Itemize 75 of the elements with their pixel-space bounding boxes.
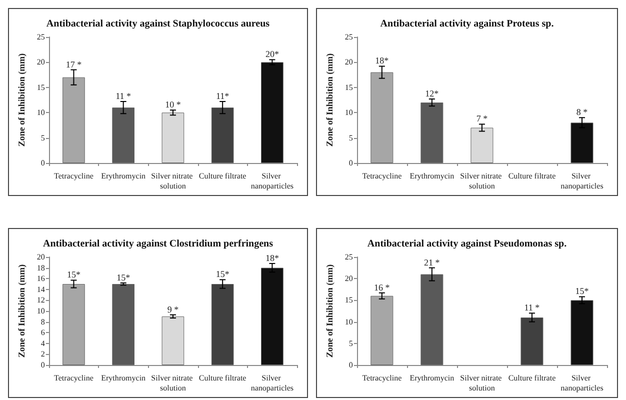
y-tick-label: 20 xyxy=(344,58,353,67)
x-tick-label: Erythromycin xyxy=(101,374,146,382)
x-tick-label: Silver nitrate solution xyxy=(460,374,504,392)
y-tick-label: 15 xyxy=(344,82,353,92)
x-tick-label: Tetracycline xyxy=(54,374,94,382)
x-tick-label: Culture filtrate xyxy=(198,172,247,180)
data-label: 17 * xyxy=(66,59,82,70)
x-tick-label: Silver nitrate solution xyxy=(151,172,195,190)
data-label: 10 * xyxy=(165,100,182,110)
data-label: 16 * xyxy=(374,282,390,292)
data-label: 8 * xyxy=(576,107,588,118)
y-axis-title: Zone of Inhibition (mm) xyxy=(16,53,26,147)
y-tick-label: 18 xyxy=(36,263,45,272)
x-tick-label: Culture filtrate xyxy=(508,172,556,180)
y-tick-label: 25 xyxy=(344,252,353,262)
chart-title: Antibacterial activity against Proteus sp. xyxy=(380,18,554,30)
y-tick-label: 8 xyxy=(40,317,45,326)
x-tick-label: Tetracycline xyxy=(362,172,402,180)
chart-title: Antibacterial activity against Staphylococcus aureus xyxy=(46,18,270,30)
y-tick-label: 15 xyxy=(36,82,45,92)
data-label: 15* xyxy=(116,272,131,282)
x-tick-label: Erythromycin xyxy=(410,172,454,180)
y-axis-title: Zone of Inhibition (mm) xyxy=(324,264,334,358)
chart-title: Antibacterial activity against Pseudomonas sp. xyxy=(367,238,568,250)
x-tick-label: Culture filtrate xyxy=(198,374,247,382)
y-tick-label: 2 xyxy=(40,350,45,359)
data-label: 12* xyxy=(425,88,440,98)
y-tick-label: 5 xyxy=(348,338,353,348)
x-tick-label: Silver nanoparticles xyxy=(250,374,294,392)
y-tick-label: 5 xyxy=(40,133,45,142)
chart-title: Antibacterial activity against Clostridium perfringens xyxy=(43,238,274,250)
y-tick-label: 15 xyxy=(344,296,353,305)
data-label: 7 * xyxy=(476,114,488,124)
y-tick-label: 12 xyxy=(36,296,45,305)
x-tick-label: Erythromycin xyxy=(410,374,454,382)
data-label: 9 * xyxy=(167,304,180,314)
x-tick-label: Silver nanoparticles xyxy=(560,374,604,392)
y-tick-label: 6 xyxy=(40,328,45,338)
x-tick-label: Silver nanoparticles xyxy=(250,172,294,190)
y-tick-label: 20 xyxy=(344,274,353,284)
y-tick-label: 10 xyxy=(36,306,45,316)
data-label: 11 * xyxy=(524,302,540,313)
data-label: 11 * xyxy=(116,91,132,102)
y-tick-label: 5 xyxy=(348,133,353,142)
data-label: 20* xyxy=(265,49,280,60)
y-tick-label: 25 xyxy=(36,32,45,42)
y-axis-title: Zone of Inhibition (mm) xyxy=(324,53,334,147)
y-tick-label: 16 xyxy=(36,274,45,284)
data-label: 21 * xyxy=(424,257,440,268)
y-tick-label: 20 xyxy=(36,252,45,262)
y-tick-label: 4 xyxy=(40,338,45,348)
y-tick-label: 25 xyxy=(344,32,353,42)
y-tick-label: 10 xyxy=(344,317,353,326)
y-axis-title: Zone of Inhibition (mm) xyxy=(16,264,26,358)
x-tick-label: Tetracycline xyxy=(362,374,402,382)
y-tick-label: 10 xyxy=(36,108,45,118)
y-tick-label: 0 xyxy=(348,360,353,370)
x-tick-label: Tetracycline xyxy=(54,172,94,180)
y-tick-label: 0 xyxy=(348,158,353,168)
y-tick-label: 14 xyxy=(36,284,45,294)
y-tick-label: 10 xyxy=(344,108,353,118)
data-label: 15* xyxy=(216,269,230,280)
x-tick-label: Erythromycin xyxy=(101,172,146,180)
x-tick-label: Silver nitrate solution xyxy=(151,374,195,392)
x-tick-label: Silver nitrate solution xyxy=(460,172,504,190)
x-tick-label: Culture filtrate xyxy=(508,374,556,382)
x-tick-label: Silver nanoparticles xyxy=(560,172,604,190)
y-tick-label: 0 xyxy=(40,360,45,370)
data-label: 18* xyxy=(265,252,280,263)
data-label: 15* xyxy=(66,270,81,280)
y-tick-label: 20 xyxy=(36,58,45,67)
y-tick-label: 0 xyxy=(40,158,45,168)
data-label: 15* xyxy=(575,286,590,296)
data-label: 11* xyxy=(216,91,230,102)
data-label: 18* xyxy=(375,56,390,66)
